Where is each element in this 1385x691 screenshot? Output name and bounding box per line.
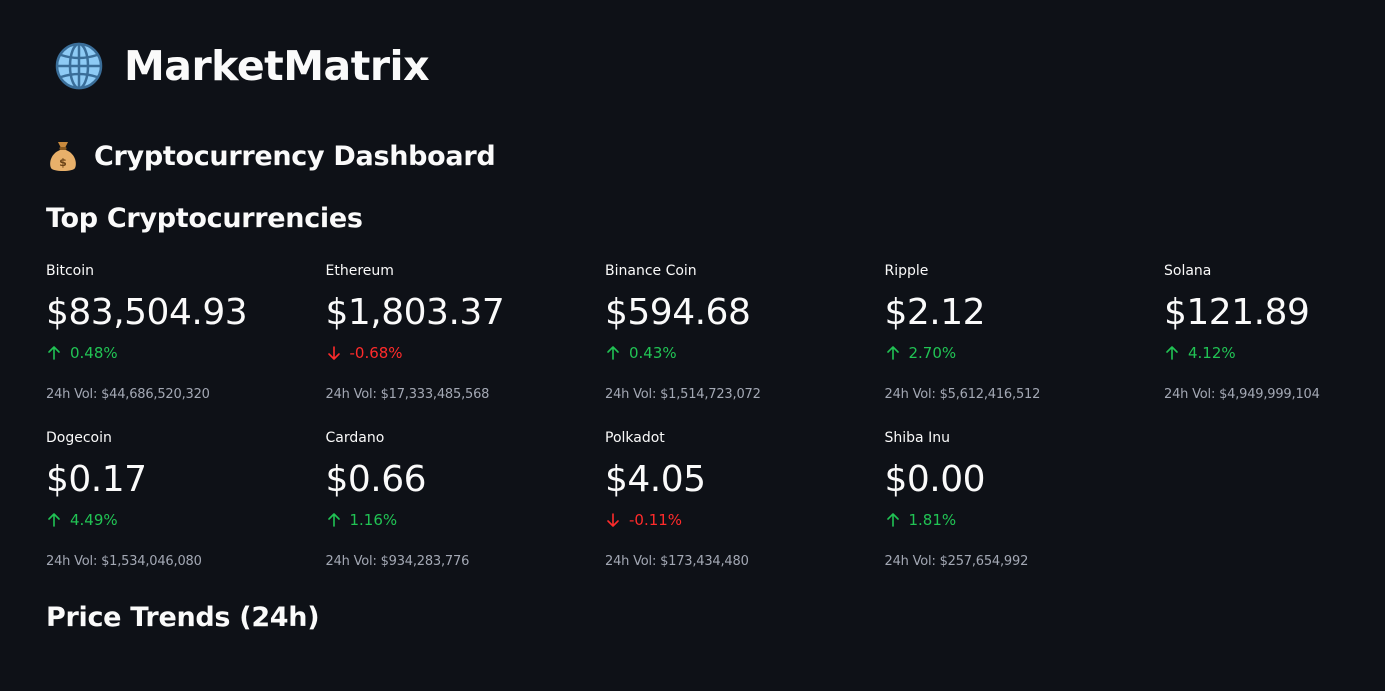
- coin-change-value: 4.12%: [1188, 344, 1236, 362]
- svg-text:$: $: [59, 156, 67, 169]
- coin-price: $1,803.37: [325, 292, 505, 333]
- price-trends-heading: Price Trends (24h): [46, 602, 320, 633]
- coin-name: Solana: [1164, 263, 1212, 279]
- arrow-up-icon: [1166, 346, 1178, 360]
- coin-volume: 24h Vol: $934,283,776: [325, 554, 470, 569]
- coin-name: Dogecoin: [46, 430, 112, 446]
- coin-volume: 24h Vol: $173,434,480: [605, 554, 749, 569]
- arrow-down-icon: [327, 346, 340, 360]
- arrow-up-icon: [886, 513, 899, 527]
- coin-change-value: 0.43%: [629, 344, 677, 362]
- brand-header: MarketMatrix: [54, 36, 430, 96]
- arrow-up-icon: [327, 513, 340, 527]
- coin-change-value: 2.70%: [908, 344, 957, 362]
- coin-change: -0.68%: [326, 344, 403, 362]
- coin-price: $0.66: [325, 459, 427, 500]
- coin-change-value: 1.81%: [908, 511, 957, 529]
- arrow-up-icon: [607, 346, 619, 360]
- coin-price: $2.12: [884, 292, 986, 333]
- coin-change: 0.43%: [605, 344, 677, 362]
- metric-card: Shiba Inu $0.00 1.81% 24h Vol: $257,654,992: [885, 430, 1155, 590]
- globe-icon: [55, 42, 103, 90]
- coin-change-value: 0.48%: [70, 344, 118, 362]
- arrow-up-icon: [48, 346, 60, 360]
- metric-card: Binance Coin $594.68 0.43% 24h Vol: $1,514,…: [605, 263, 875, 423]
- coin-change: 4.12%: [1164, 344, 1236, 362]
- coin-volume: 24h Vol: $257,654,992: [884, 554, 1029, 569]
- metric-card: Cardano $0.66 1.16% 24h Vol: $934,283,776: [326, 430, 596, 590]
- coin-volume: 24h Vol: $5,612,416,512: [884, 387, 1041, 402]
- coin-name: Cardano: [325, 430, 385, 446]
- coin-price: $4.05: [605, 459, 706, 500]
- coin-name: Bitcoin: [46, 263, 95, 279]
- arrow-up-icon: [886, 346, 899, 360]
- coin-change-value: 4.49%: [70, 511, 118, 529]
- coin-change-value: -0.11%: [629, 511, 683, 529]
- coin-price: $0.00: [884, 459, 986, 500]
- arrow-up-icon: [48, 513, 60, 527]
- coin-change: 0.48%: [46, 344, 118, 362]
- coin-volume: 24h Vol: $44,686,520,320: [46, 387, 210, 402]
- metric-card: Ethereum $1,803.37 -0.68% 24h Vol: $17,333,…: [326, 263, 596, 423]
- coin-change-value: 1.16%: [349, 511, 398, 529]
- metric-card: Solana $121.89 4.12% 24h Vol: $4,949,999,10…: [1164, 263, 1385, 423]
- coin-price: $121.89: [1164, 292, 1310, 333]
- money-bag-icon: $: [50, 142, 76, 171]
- coin-change: 1.81%: [885, 511, 957, 529]
- metric-card: Bitcoin $83,504.93 0.48% 24h Vol: $44,686,5…: [46, 263, 316, 423]
- coin-price: $594.68: [605, 292, 751, 333]
- coin-change: 2.70%: [885, 344, 957, 362]
- coin-name: Binance Coin: [605, 263, 697, 279]
- coin-price: $0.17: [46, 459, 147, 500]
- coin-price: $83,504.93: [46, 292, 248, 333]
- coin-change: -0.11%: [605, 511, 682, 529]
- coin-change-value: -0.68%: [349, 344, 403, 362]
- coin-volume: 24h Vol: $4,949,999,104: [1164, 387, 1320, 402]
- coin-change: 1.16%: [326, 511, 398, 529]
- coin-name: Polkadot: [605, 430, 665, 446]
- arrow-down-icon: [607, 513, 619, 527]
- coin-name: Shiba Inu: [884, 430, 950, 446]
- dashboard-heading: $ Cryptocurrency Dashboard: [48, 138, 496, 174]
- coin-volume: 24h Vol: $1,514,723,072: [605, 387, 761, 402]
- coin-name: Ethereum: [325, 263, 394, 279]
- coin-volume: 24h Vol: $1,534,046,080: [46, 554, 202, 569]
- coin-change: 4.49%: [46, 511, 118, 529]
- app-title: MarketMatrix: [124, 41, 430, 90]
- metric-card: Dogecoin $0.17 4.49% 24h Vol: $1,534,046,08…: [46, 430, 316, 590]
- metric-card: Ripple $2.12 2.70% 24h Vol: $5,612,416,512: [885, 263, 1155, 423]
- dashboard-title: Cryptocurrency Dashboard: [94, 140, 496, 172]
- coin-volume: 24h Vol: $17,333,485,568: [325, 387, 490, 402]
- coin-name: Ripple: [884, 263, 929, 279]
- metric-card: Polkadot $4.05 -0.11% 24h Vol: $173,434,480: [605, 430, 875, 590]
- top-cryptocurrencies-heading: Top Cryptocurrencies: [46, 203, 363, 234]
